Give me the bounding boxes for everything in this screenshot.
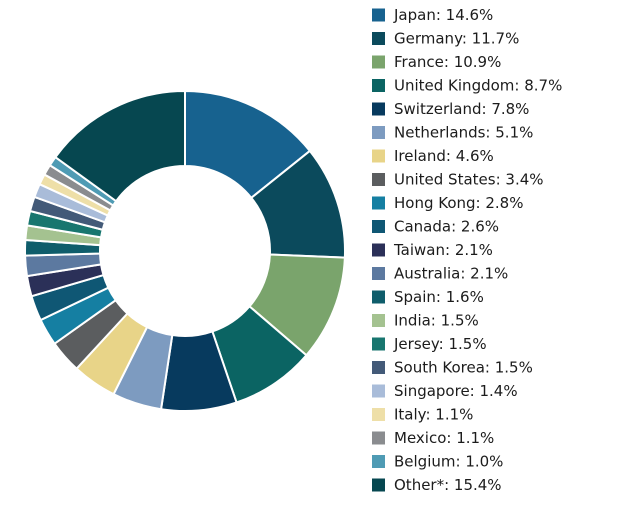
legend-item: Hong Kong: 2.8%: [372, 194, 523, 212]
legend-swatch: [372, 173, 385, 186]
legend-swatch: [372, 455, 385, 468]
donut-slices: [24, 89, 346, 412]
legend-label: Italy: 1.1%: [394, 406, 473, 424]
legend-swatch: [372, 243, 385, 257]
legend-item: South Korea: 1.5%: [372, 359, 533, 377]
legend-label: France: 10.9%: [394, 53, 501, 71]
legend-label: Singapore: 1.4%: [394, 382, 518, 400]
legend-swatch: [372, 55, 385, 69]
legend-swatch: [372, 220, 385, 233]
legend-item: Taiwan: 2.1%: [372, 241, 493, 259]
chart-legend: Japan: 14.6% Germany: 11.7% France: 10.9% U…: [372, 6, 562, 494]
legend-label: Mexico: 1.1%: [394, 429, 494, 447]
legend-item: Belgium: 1.0%: [372, 453, 503, 471]
legend-swatch: [372, 431, 385, 445]
legend-item: Canada: 2.6%: [372, 218, 499, 236]
legend-swatch: [372, 196, 385, 210]
legend-label: South Korea: 1.5%: [394, 359, 533, 377]
legend-label: India: 1.5%: [394, 312, 479, 330]
legend-label: Australia: 2.1%: [394, 265, 508, 283]
legend-swatch: [372, 478, 385, 492]
legend-label: Jersey: 1.5%: [393, 335, 487, 353]
legend-swatch: [372, 8, 385, 22]
legend-swatch: [372, 267, 385, 280]
legend-swatch: [372, 102, 385, 116]
legend-label: Hong Kong: 2.8%: [394, 194, 523, 212]
legend-swatch: [372, 79, 385, 92]
legend-item: Mexico: 1.1%: [372, 429, 494, 447]
legend-item: United Kingdom: 8.7%: [372, 77, 562, 95]
legend-swatch: [372, 384, 385, 398]
legend-item: Switzerland: 7.8%: [372, 100, 529, 118]
legend-swatch: [372, 32, 385, 45]
legend-label: Japan: 14.6%: [393, 6, 493, 24]
legend-swatch: [372, 149, 385, 163]
legend-item: Singapore: 1.4%: [372, 382, 518, 400]
legend-label: Other*: 15.4%: [394, 476, 502, 494]
legend-label: Spain: 1.6%: [394, 288, 484, 306]
legend-item: Japan: 14.6%: [372, 6, 493, 24]
legend-label: United States: 3.4%: [394, 171, 544, 189]
legend-item: United States: 3.4%: [372, 171, 544, 189]
legend-item: Italy: 1.1%: [372, 406, 473, 424]
legend-item: Australia: 2.1%: [372, 265, 508, 283]
legend-item: Netherlands: 5.1%: [372, 124, 533, 142]
legend-label: United Kingdom: 8.7%: [394, 77, 562, 95]
legend-swatch: [372, 361, 385, 374]
legend-swatch: [372, 290, 385, 304]
legend-swatch: [372, 408, 385, 421]
legend-label: Taiwan: 2.1%: [393, 241, 493, 259]
legend-item: India: 1.5%: [372, 312, 479, 330]
legend-item: Spain: 1.6%: [372, 288, 484, 306]
legend-label: Canada: 2.6%: [394, 218, 499, 236]
legend-swatch: [372, 126, 385, 139]
legend-swatch: [372, 314, 385, 327]
legend-label: Belgium: 1.0%: [394, 453, 503, 471]
legend-item: Germany: 11.7%: [372, 30, 519, 48]
pie-slice: [54, 89, 186, 203]
legend-swatch: [372, 337, 385, 351]
legend-label: Germany: 11.7%: [394, 30, 519, 48]
legend-label: Ireland: 4.6%: [394, 147, 494, 165]
legend-label: Switzerland: 7.8%: [394, 100, 529, 118]
legend-item: Other*: 15.4%: [372, 476, 502, 494]
legend-item: Ireland: 4.6%: [372, 147, 494, 165]
legend-label: Netherlands: 5.1%: [394, 124, 533, 142]
legend-item: Jersey: 1.5%: [372, 335, 487, 353]
legend-item: France: 10.9%: [372, 53, 501, 71]
